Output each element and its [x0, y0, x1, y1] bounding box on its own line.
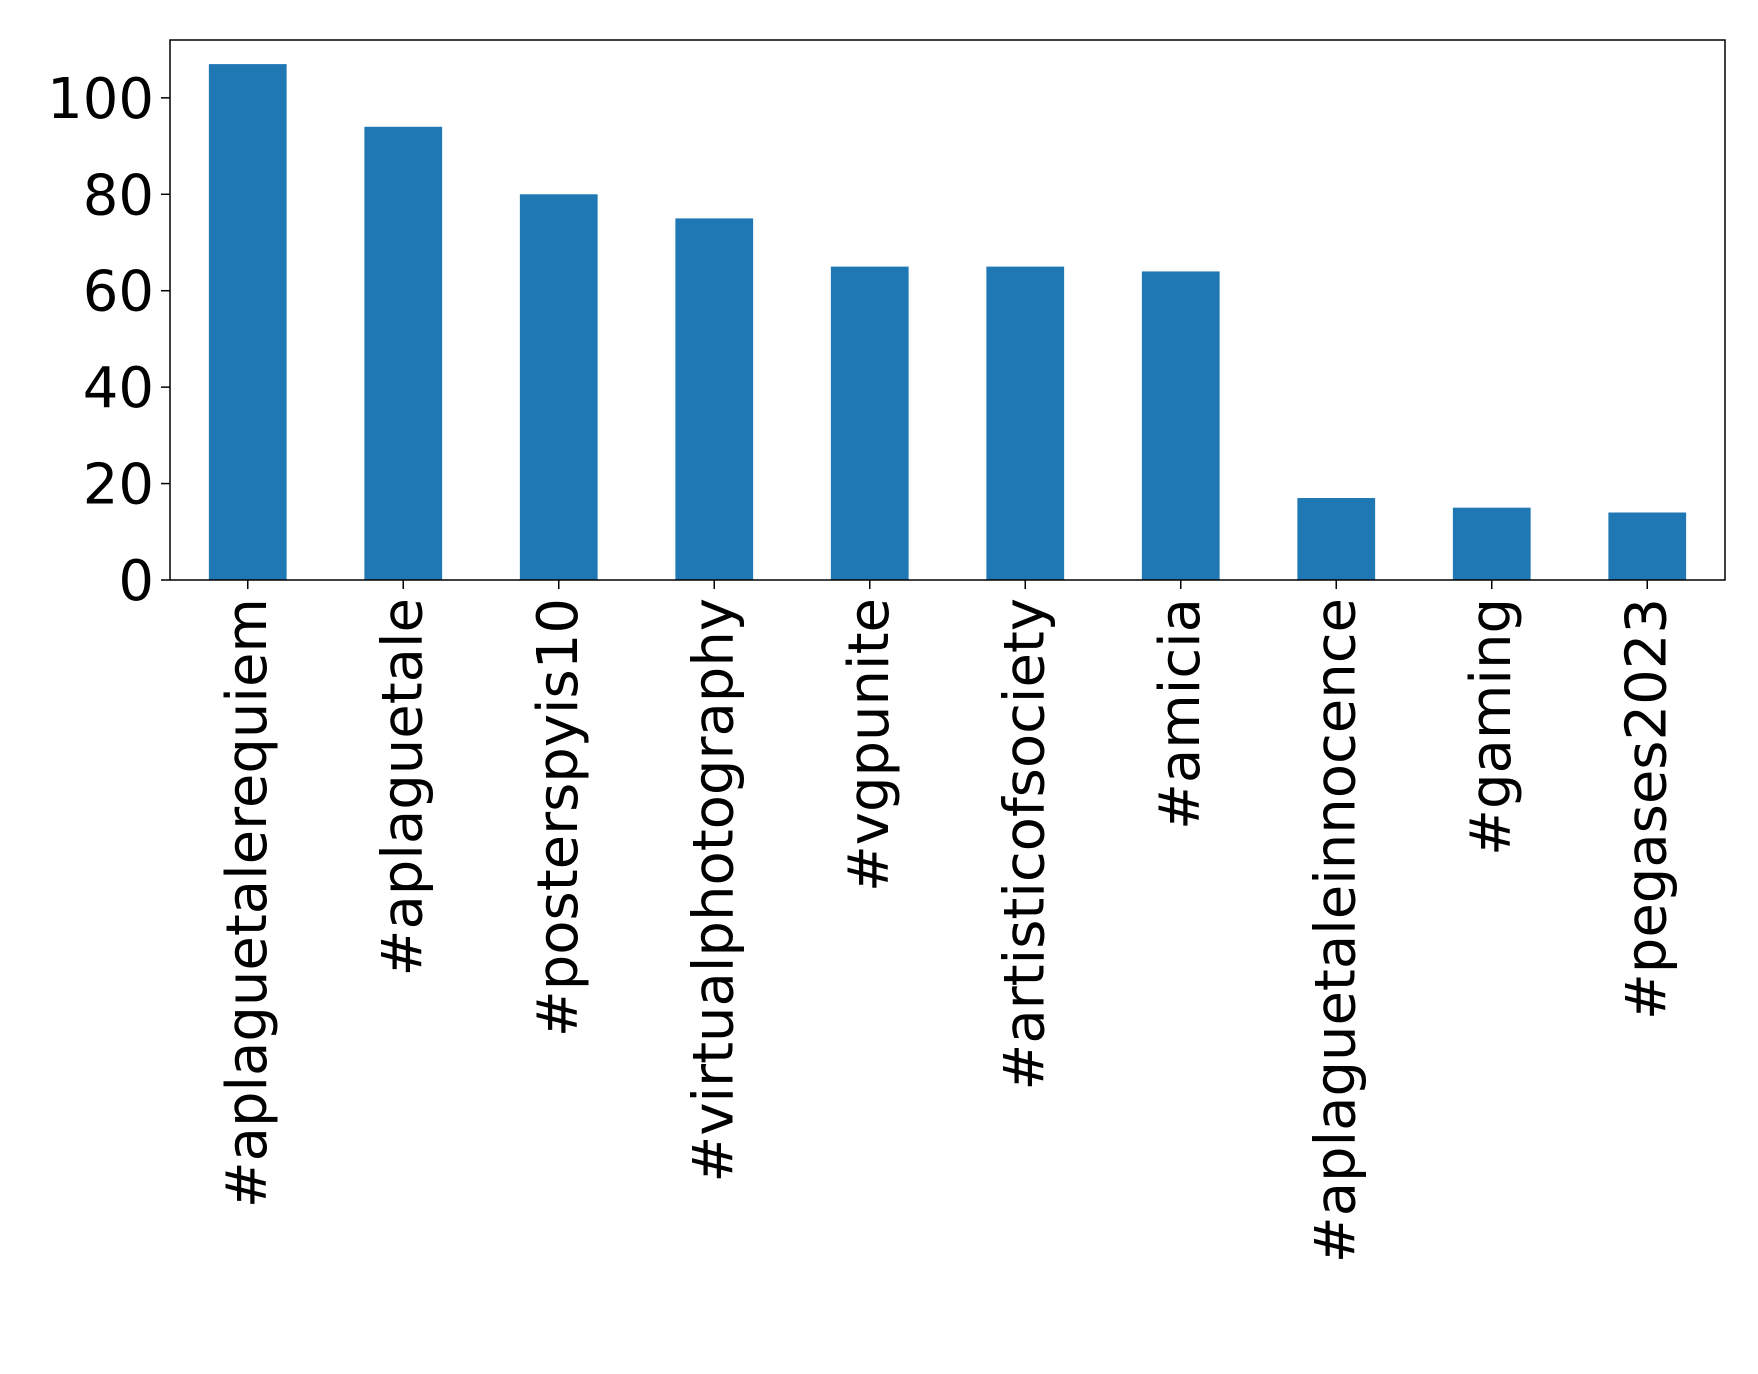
bar-artisticofsociety: [986, 266, 1065, 580]
bar-vgpunite: [830, 266, 909, 580]
bar-amicia: [1141, 271, 1220, 580]
x-tick-label: #amicia: [1148, 598, 1213, 830]
x-tick-label: #pegases2023: [1614, 598, 1679, 1020]
y-tick-label: 0: [118, 549, 154, 614]
bar-aplaguetale: [364, 126, 443, 581]
y-tick-label: 60: [83, 260, 154, 325]
bar-gaming: [1452, 507, 1531, 580]
bar-aplaguetalerequiem: [208, 64, 287, 581]
x-axis: #aplaguetalerequiem #aplaguetale #postersp…: [215, 580, 1679, 1263]
y-tick-label: 40: [83, 356, 154, 421]
y-tick-label: 100: [47, 67, 154, 132]
bars-layer: [208, 64, 1687, 581]
y-tick-label: 20: [83, 453, 154, 518]
x-tick-label: #aplaguetalerequiem: [215, 598, 280, 1208]
y-tick-label: 80: [83, 163, 154, 228]
bar-virtualphotography: [675, 218, 754, 580]
x-tick-label: #posterspyis10: [526, 598, 591, 1037]
x-tick-label: #artisticofsociety: [992, 598, 1057, 1091]
y-axis: 0 20 40 60 80 100: [47, 67, 170, 614]
x-tick-label: #gaming: [1459, 598, 1524, 856]
x-tick-label: #aplaguetale: [370, 598, 435, 976]
bar-pegases2023: [1608, 512, 1687, 580]
x-tick-label: #aplaguetaleinnocence: [1303, 598, 1368, 1263]
x-tick-label: #vgpunite: [837, 598, 902, 892]
bar-aplaguetaleinnocence: [1297, 498, 1376, 580]
plot-frame: [169, 39, 1726, 581]
bar-posterspyis10: [519, 194, 598, 581]
x-tick-label: #virtualphotography: [681, 598, 746, 1183]
